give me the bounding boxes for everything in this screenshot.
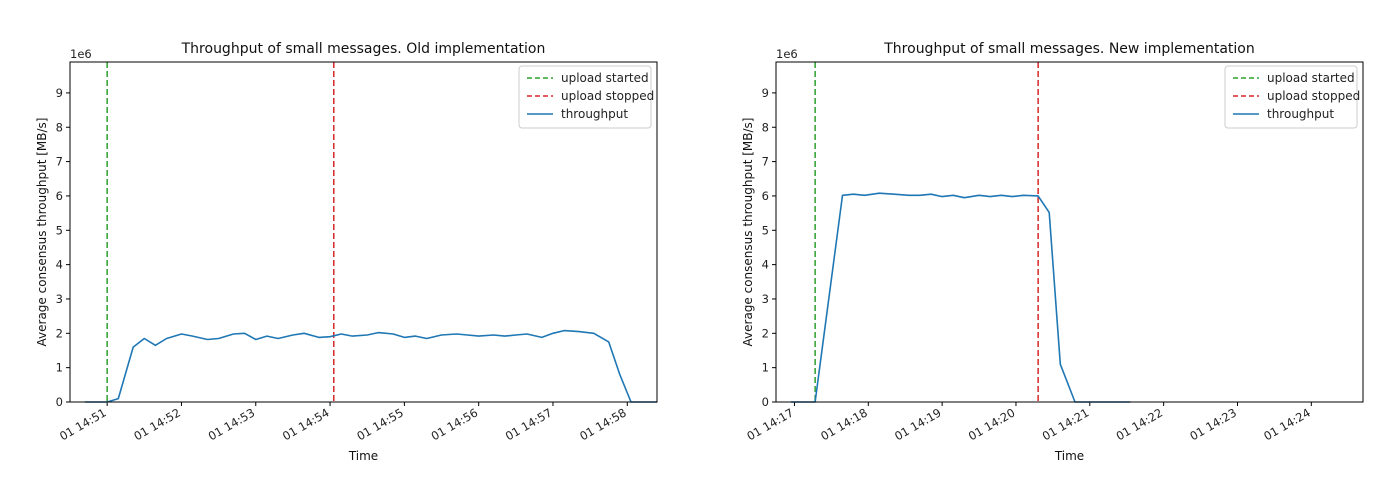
- y-tick-label: 6: [56, 189, 63, 203]
- chart-panel-2: Throughput of small messages. New implem…: [741, 41, 1364, 463]
- x-axis-label: Time: [348, 449, 378, 463]
- x-axis-label: Time: [1054, 449, 1084, 463]
- y-tick-label: 2: [762, 326, 769, 340]
- y-tick-label: 1: [762, 361, 769, 375]
- legend: upload started upload stopped throughput: [1224, 65, 1360, 129]
- legend: upload started upload stopped throughput: [518, 65, 654, 129]
- x-tick-label: 01 14:18: [818, 405, 870, 443]
- x-tick-label: 01 14:52: [131, 405, 183, 443]
- y-tick-label: 2: [56, 326, 63, 340]
- legend-box: [518, 65, 652, 129]
- legend-label: throughput: [561, 107, 628, 121]
- legend-label: throughput: [1267, 107, 1334, 121]
- y-axis-label: Average consensus throughput [MB/s]: [35, 118, 49, 347]
- x-tick-label: 01 14:17: [744, 405, 796, 443]
- legend-label: upload stopped: [561, 89, 654, 103]
- y-tick-label: 6: [762, 189, 769, 203]
- y-scale-label: 1e6: [776, 47, 798, 61]
- x-tick-label: 01 14:19: [892, 405, 944, 443]
- y-tick-label: 8: [56, 120, 63, 134]
- y-tick-label: 8: [762, 120, 769, 134]
- chart-title: Throughput of small messages. Old implem…: [181, 41, 546, 57]
- chart-title: Throughput of small messages. New implem…: [883, 41, 1254, 57]
- x-tick-label: 01 14:57: [503, 405, 555, 443]
- throughput-series-line: [790, 192, 1131, 403]
- x-tick-label: 01 14:24: [1261, 405, 1313, 443]
- y-tick-label: 7: [762, 155, 769, 169]
- x-tick-label: 01 14:55: [354, 405, 406, 443]
- x-tick-label: 01 14:21: [1040, 405, 1092, 443]
- legend-label: upload stopped: [1267, 89, 1360, 103]
- y-axis-label: Average consensus throughput [MB/s]: [741, 118, 755, 347]
- y-scale-label: 1e6: [70, 47, 92, 61]
- throughput-series-line: [84, 329, 657, 403]
- x-tick-label: 01 14:53: [206, 405, 258, 443]
- legend-label: upload started: [561, 71, 649, 85]
- x-tick-label: 01 14:22: [1114, 405, 1166, 443]
- legend-box: [1224, 65, 1358, 129]
- x-tick-label: 01 14:23: [1187, 405, 1239, 443]
- plot-frame: [69, 61, 658, 403]
- y-tick-label: 3: [56, 292, 63, 306]
- x-tick-label: 01 14:58: [577, 405, 629, 443]
- y-tick-label: 9: [762, 86, 769, 100]
- y-tick-label: 4: [56, 258, 63, 272]
- chart-panel-1: Throughput of small messages. Old implem…: [35, 41, 658, 463]
- y-tick-label: 0: [762, 395, 769, 409]
- y-tick-label: 5: [762, 223, 769, 237]
- y-tick-label: 3: [762, 292, 769, 306]
- y-tick-label: 7: [56, 155, 63, 169]
- legend-label: upload started: [1267, 71, 1355, 85]
- plot-frame: [775, 61, 1364, 403]
- x-tick-label: 01 14:54: [280, 405, 332, 443]
- y-tick-label: 1: [56, 361, 63, 375]
- y-tick-label: 0: [56, 395, 63, 409]
- y-tick-label: 9: [56, 86, 63, 100]
- y-tick-label: 5: [56, 223, 63, 237]
- x-tick-label: 01 14:51: [57, 405, 109, 443]
- y-tick-label: 4: [762, 258, 769, 272]
- x-tick-label: 01 14:20: [966, 405, 1018, 443]
- x-tick-label: 01 14:56: [429, 405, 481, 443]
